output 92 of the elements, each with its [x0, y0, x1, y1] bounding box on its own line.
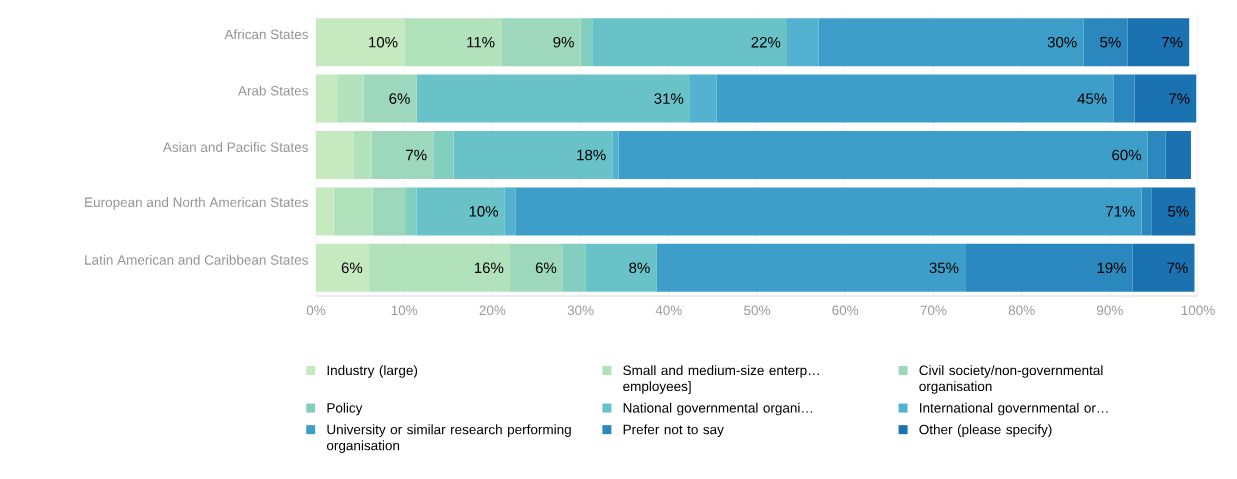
bar: [316, 243, 369, 292]
data-label: 7%: [1162, 36, 1183, 48]
data-label: 18%: [577, 149, 606, 161]
bar: [1134, 74, 1197, 123]
bar: [585, 243, 657, 292]
bar: [1113, 74, 1135, 123]
x-tick-label: 30%: [567, 305, 594, 316]
data-label: 6%: [341, 262, 363, 274]
bar: [404, 18, 502, 67]
bar: [316, 18, 405, 67]
bar: [453, 131, 613, 179]
bar: [316, 187, 334, 236]
bar: [405, 187, 417, 236]
legend-label: University or similar research performing organisation: [326, 424, 571, 453]
data-label: 30%: [1047, 36, 1077, 48]
bar: [1132, 243, 1195, 292]
bar: [592, 18, 787, 67]
data-label: 16%: [474, 262, 504, 274]
data-label: 31%: [654, 93, 684, 104]
x-tick-label: 10%: [391, 305, 418, 316]
data-label: 19%: [1097, 262, 1126, 274]
bar: [337, 74, 364, 123]
bar: [580, 18, 593, 67]
data-label: 6%: [535, 262, 557, 274]
data-label: 10%: [369, 36, 398, 48]
bar: [1141, 187, 1152, 236]
data-label: 71%: [1106, 206, 1135, 217]
data-label: 7%: [1167, 262, 1188, 274]
bar: [618, 131, 1148, 179]
bar: [515, 187, 1142, 236]
legend-label: International governmental or…: [920, 402, 1108, 416]
bar: [1127, 18, 1190, 67]
data-label: 8%: [629, 262, 650, 274]
data-label: 22%: [751, 36, 781, 48]
x-tick-label: 20%: [479, 305, 506, 316]
bar: [363, 74, 417, 123]
bar: [433, 131, 454, 179]
bar: [1147, 131, 1166, 179]
legend-label: Prefer not to say: [623, 424, 724, 437]
bar: [510, 243, 563, 292]
legend-label: Policy: [327, 402, 363, 416]
bar: [818, 18, 1084, 67]
legend-label: Small and medium-size enterp… employees]: [623, 365, 819, 394]
data-label: 9%: [553, 36, 574, 48]
x-tick-label: 60%: [832, 305, 859, 316]
data-label: 5%: [1100, 36, 1121, 48]
bar: [504, 187, 516, 236]
bar: [316, 74, 338, 123]
bar: [371, 131, 434, 179]
bar: [1083, 18, 1128, 67]
bar: [716, 74, 1114, 123]
bar: [333, 187, 373, 236]
bar: [1165, 131, 1191, 179]
data-label: 60%: [1112, 149, 1141, 161]
y-tick-label: Latin American and Caribbean States: [85, 254, 308, 265]
data-label: 11%: [467, 36, 495, 48]
y-tick-label: African States: [224, 29, 308, 40]
bar: [372, 187, 406, 236]
bar: [416, 187, 505, 236]
x-tick-label: 50%: [744, 305, 771, 316]
data-label: 7%: [406, 149, 427, 161]
x-tick-label: 70%: [920, 305, 947, 316]
x-tick-label: 100%: [1181, 305, 1215, 316]
y-tick-label: European and North American States: [85, 197, 308, 210]
y-tick-label: Arab States: [237, 85, 308, 96]
bar: [562, 243, 586, 292]
bar: [689, 74, 717, 123]
bar: [501, 18, 581, 67]
bar: [965, 243, 1133, 292]
legend-label: National governmental organi…: [623, 402, 813, 416]
data-label: 35%: [929, 262, 959, 274]
y-tick-label: Asian and Pacific States: [162, 142, 308, 152]
x-tick-label: 90%: [1096, 305, 1123, 316]
bar: [368, 243, 511, 292]
bar: [656, 243, 966, 292]
legend-label: Civil society/non-governmental organisation: [919, 365, 1103, 394]
data-label: 10%: [469, 206, 499, 217]
bar: [1151, 187, 1196, 236]
data-label: 5%: [1168, 206, 1189, 217]
legend-label: Other (please specify): [919, 424, 1052, 437]
x-tick-label: 80%: [1008, 305, 1035, 316]
x-tick-label: 0%: [306, 305, 326, 316]
bar: [787, 18, 819, 67]
bar: [612, 131, 619, 179]
legend-label: Industry (large): [327, 365, 418, 378]
bar: [316, 131, 354, 179]
bar: [353, 131, 372, 179]
bar: [416, 74, 690, 123]
data-label: 6%: [389, 93, 410, 104]
data-label: 7%: [1169, 93, 1190, 104]
x-tick-label: 40%: [655, 305, 682, 316]
data-label: 45%: [1077, 93, 1107, 104]
